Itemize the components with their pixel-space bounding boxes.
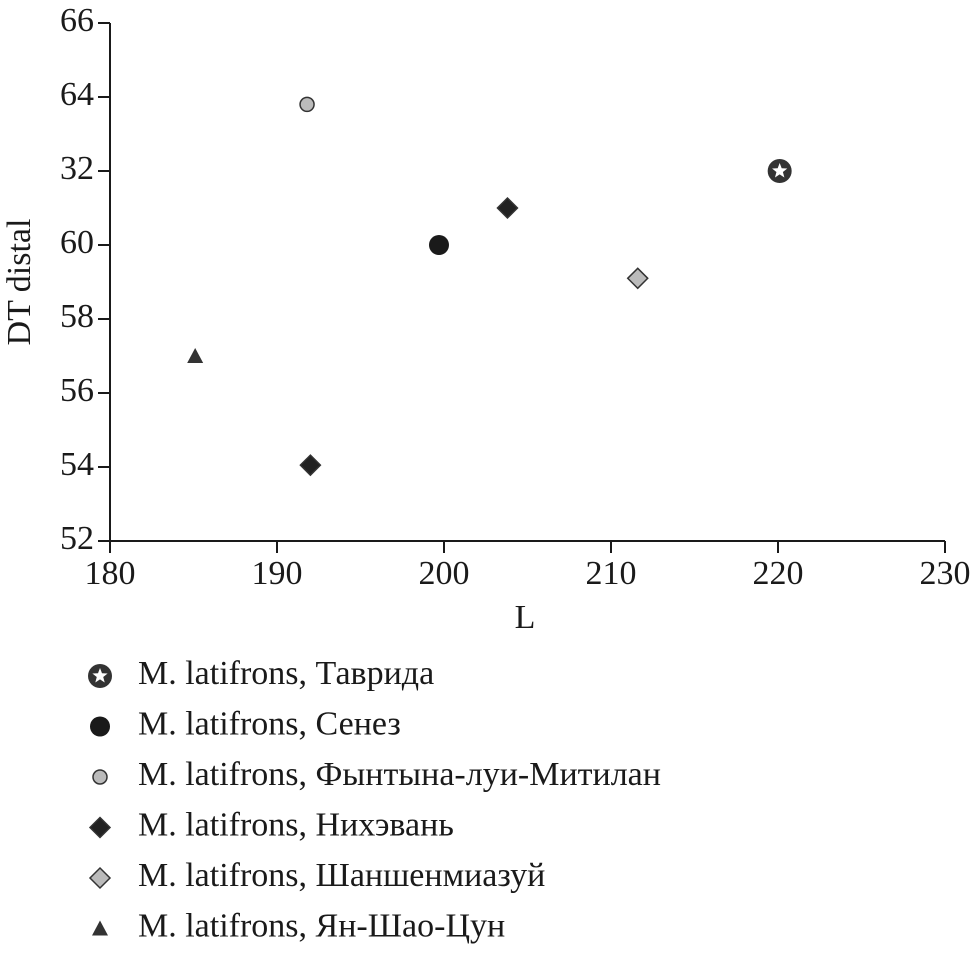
y-tick-label: 60 [60, 224, 94, 261]
x-tick-label: 220 [753, 555, 804, 592]
diamond [626, 267, 649, 290]
x-tick-label: 230 [920, 555, 971, 592]
point [767, 159, 792, 183]
point [428, 235, 449, 255]
y-tick-label: 56 [60, 372, 94, 409]
legend-marker [92, 769, 108, 785]
legend-entry: M. latifrons, Фынтына-луи-Митилан [138, 756, 661, 793]
diamond [88, 816, 112, 839]
legend-label: M. latifrons, Сенез [138, 705, 401, 742]
x-tick-label: 200 [419, 555, 470, 592]
legend-entry: M. latifrons, Шаншенмиазуй [138, 857, 545, 894]
legend-entry: M. latifrons, Ян-Шао-Цун [138, 907, 505, 944]
legend-marker [90, 716, 110, 737]
legend-label: M. latifrons, Ян-Шао-Цун [138, 907, 505, 944]
point [299, 96, 315, 113]
diamond [496, 196, 519, 220]
y-axis-label: DT distal [1, 219, 38, 346]
y-tick-label: 32 [60, 150, 94, 187]
y-tick-label: 66 [60, 2, 94, 39]
dot [428, 235, 449, 255]
point [626, 267, 649, 290]
x-tick-label: 210 [586, 555, 637, 592]
dot [92, 769, 108, 785]
legend-entry: M. latifrons, Нихэвань [138, 806, 454, 843]
point [496, 196, 519, 220]
dot [90, 716, 110, 737]
legend-marker [92, 920, 108, 936]
y-tick-label: 52 [60, 520, 94, 557]
legend-marker [88, 816, 112, 839]
y-tick-label: 54 [60, 446, 94, 483]
y-tick-label: 58 [60, 298, 94, 335]
legend-marker [88, 866, 112, 890]
x-axis-label: L [515, 599, 536, 636]
dot [299, 96, 315, 113]
triangle [187, 348, 204, 363]
legend-entry: M. latifrons, Таврида [138, 655, 434, 692]
y-tick-label: 64 [60, 76, 94, 113]
point [299, 454, 322, 477]
legend-label: M. latifrons, Шаншенмиазуй [138, 857, 545, 894]
legend-marker [88, 664, 112, 688]
triangle [92, 920, 108, 936]
diamond [299, 454, 322, 477]
x-tick-label: 180 [85, 555, 136, 592]
x-tick-label: 190 [252, 555, 303, 592]
legend-entry: M. latifrons, Сенез [138, 705, 401, 742]
legend-label: M. latifrons, Нихэвань [138, 806, 454, 843]
legend-label: M. latifrons, Таврида [138, 655, 434, 692]
star [772, 163, 788, 178]
star [92, 668, 108, 683]
diamond [88, 866, 112, 890]
point [187, 348, 204, 363]
legend-label: M. latifrons, Фынтына-луи-Митилан [138, 756, 661, 793]
